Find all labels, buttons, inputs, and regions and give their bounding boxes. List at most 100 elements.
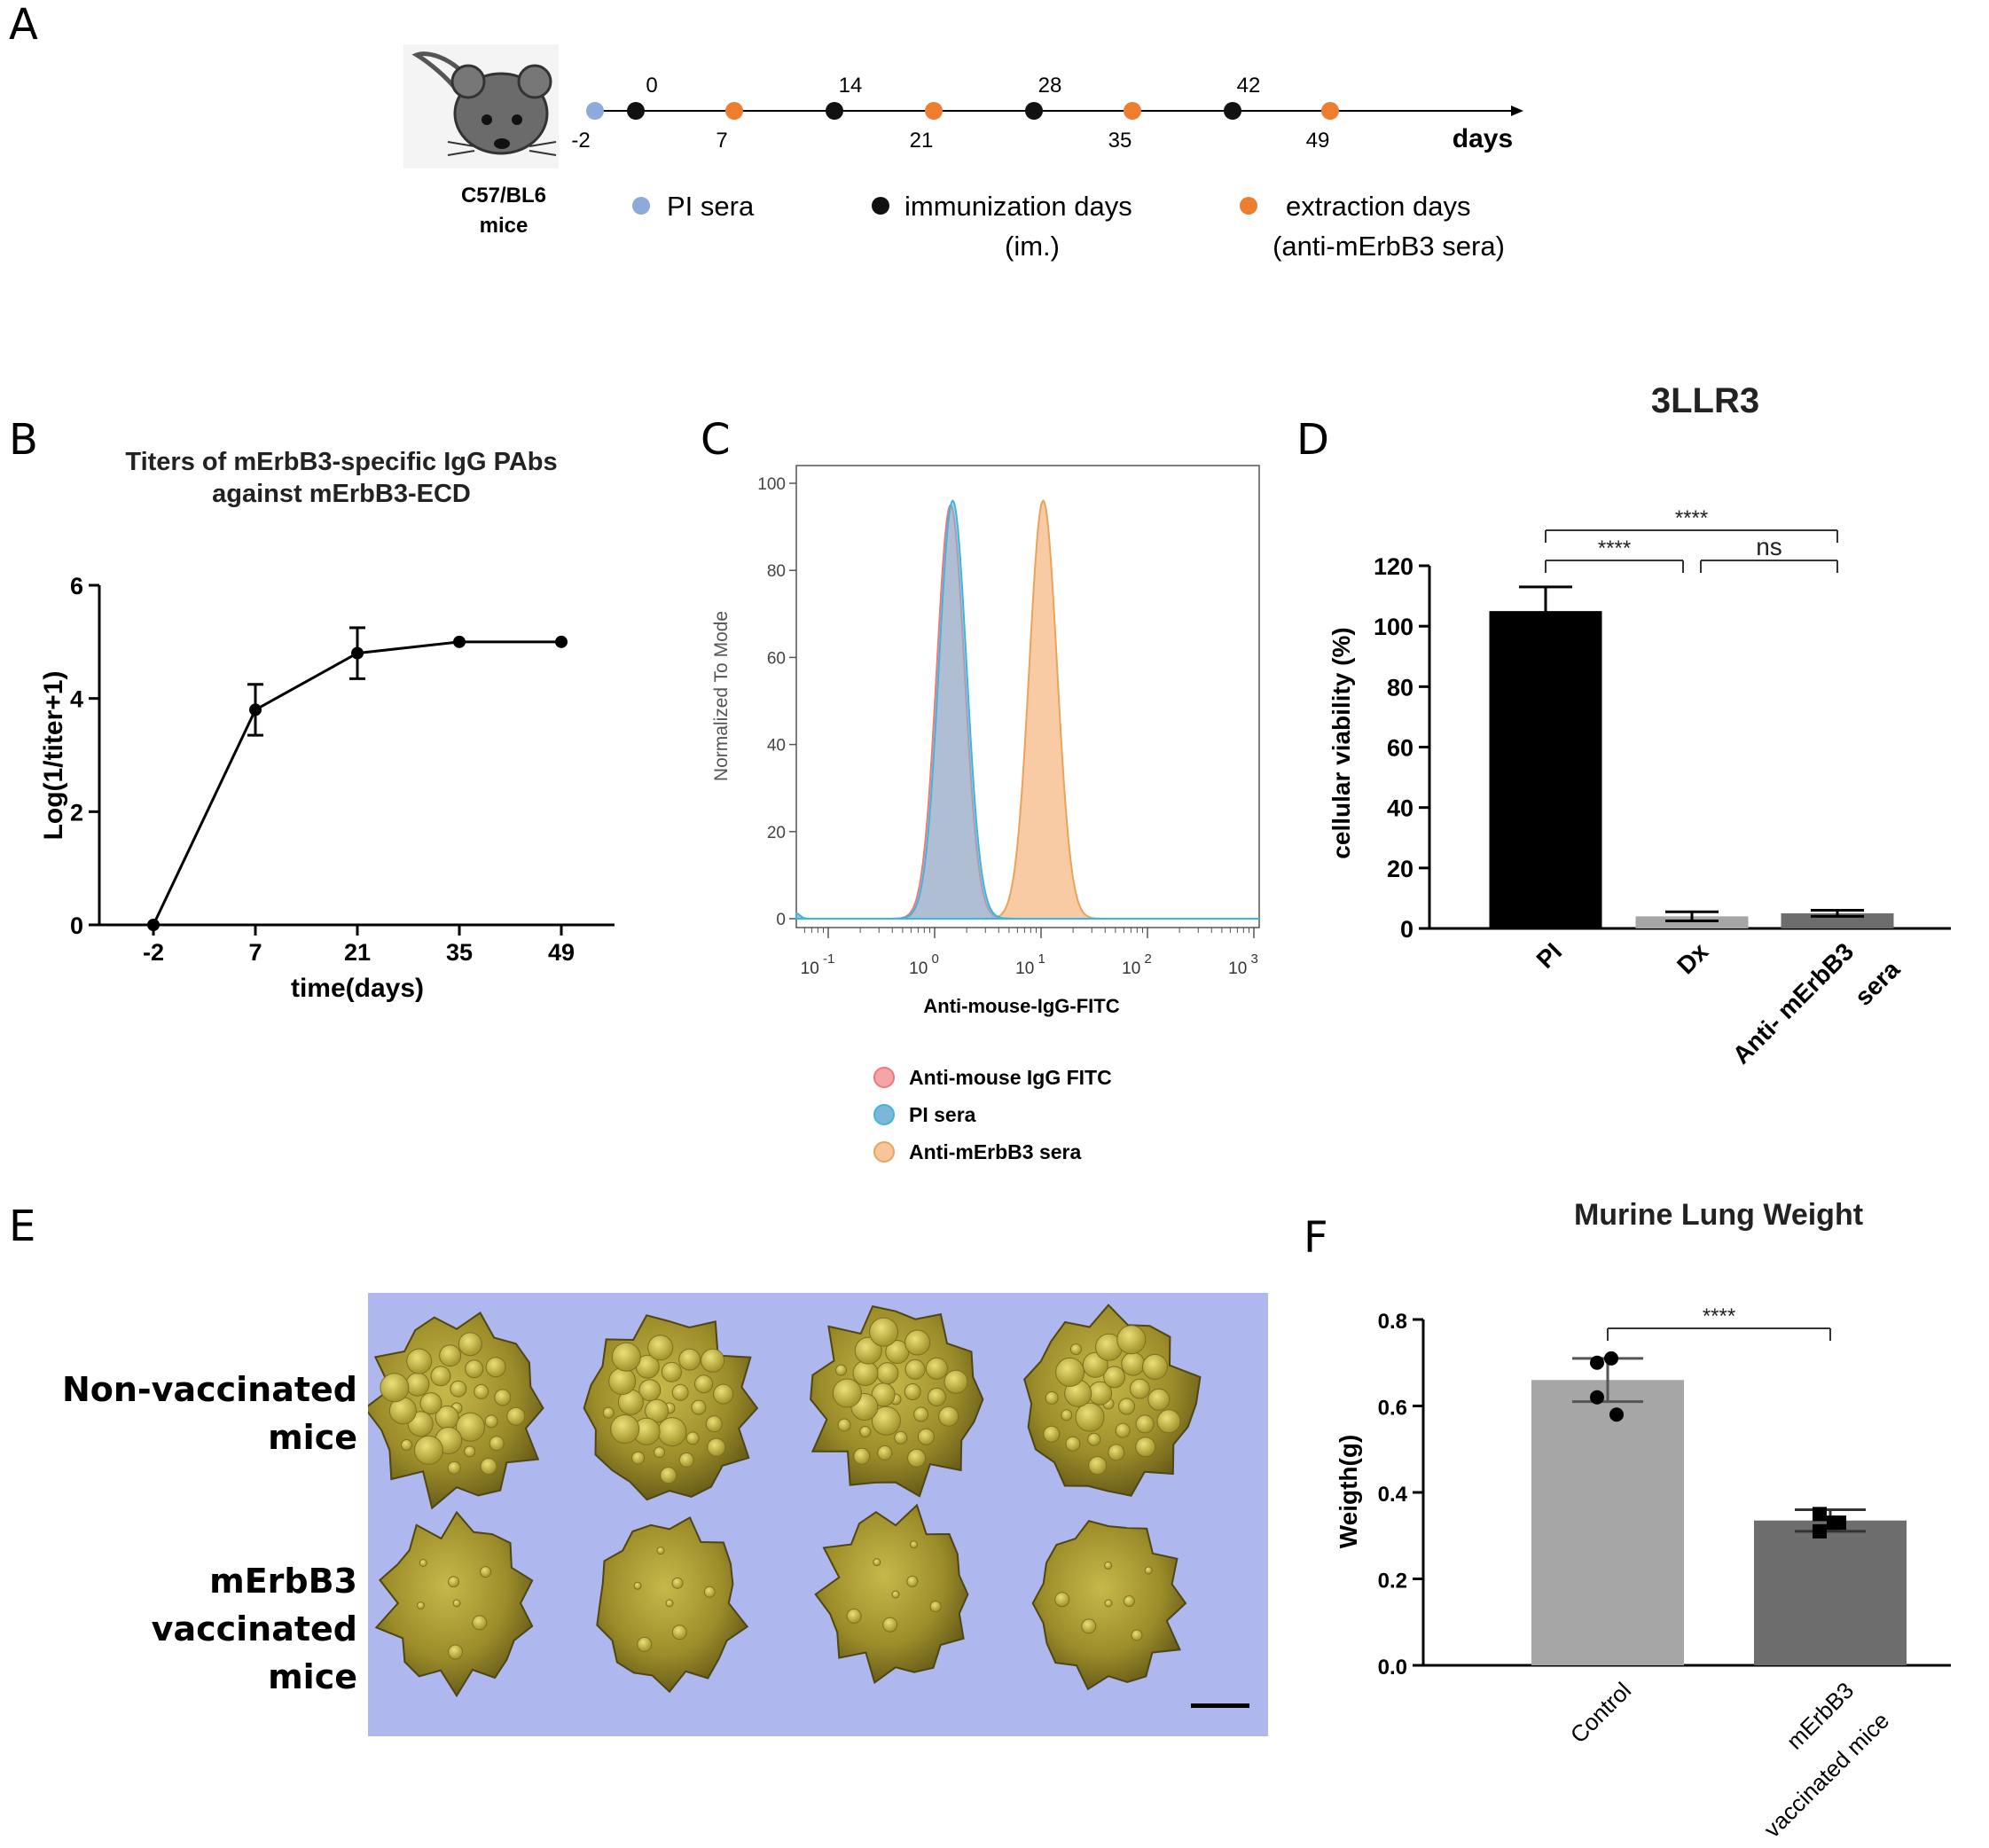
- timeline-bottom-tick: 49: [1306, 129, 1330, 153]
- legend-extraction-label-1: extraction days: [1286, 191, 1471, 222]
- chart-c-y-label: Normalized To Mode: [711, 611, 732, 781]
- lung-nodule: [1135, 1414, 1155, 1434]
- lung-nodule: [703, 1586, 716, 1598]
- lung-nodule: [1118, 1398, 1136, 1415]
- chart-c-legend-swatch: [873, 1067, 895, 1088]
- chart-c-y-tick-label: 60: [767, 649, 786, 668]
- lung-nodule: [665, 1599, 674, 1608]
- timeline-dot-extraction: [925, 102, 943, 120]
- mouse-icon: [403, 44, 559, 168]
- lung-nodule: [904, 1383, 921, 1400]
- lung-nodule: [485, 1357, 506, 1378]
- chart-f-bar: [1754, 1520, 1907, 1665]
- chart-c-frame: [795, 465, 1260, 928]
- chart-d-x-tick-label: Anti- mErbB3: [1727, 937, 1859, 1069]
- chart-b-y-tick-label: 0: [70, 912, 83, 939]
- lung-nodule: [877, 1445, 893, 1460]
- chart-c-x-tick-label: 10 1: [1015, 951, 1045, 978]
- photo-row1-label: Non-vaccinated mice: [18, 1366, 357, 1461]
- legend-immunization-label-2: (im.): [1005, 231, 1060, 262]
- lung-nodule: [1075, 1402, 1105, 1432]
- lung-nodule: [1147, 1388, 1171, 1411]
- chart-c-legend-label: Anti-mErbB3 sera: [909, 1140, 1081, 1163]
- lung-photo: [368, 1293, 1268, 1736]
- chart-d-y-tick-label: 120: [1374, 553, 1413, 580]
- lung-nodule: [380, 1373, 410, 1403]
- lung-nodule: [705, 1415, 723, 1433]
- lung-nodule: [637, 1636, 653, 1652]
- chart-c-legend-label: Anti-mouse IgG FITC: [909, 1066, 1112, 1089]
- lung-nodule: [472, 1615, 488, 1631]
- chart-f-y-tick-label: 0.0: [1378, 1656, 1407, 1680]
- lung-nodule: [917, 1428, 935, 1445]
- lung-nodule: [873, 1558, 881, 1567]
- timeline-dot-immunization: [1224, 102, 1241, 120]
- lung-nodule: [465, 1359, 484, 1379]
- chart-f-data-point: [1590, 1390, 1604, 1405]
- lung-nodule: [430, 1366, 451, 1387]
- chart-f-data-point: [1832, 1515, 1846, 1531]
- lung-nodule: [1103, 1366, 1126, 1389]
- chart-b-title-line2: against mErbB3-ECD: [212, 480, 471, 508]
- lung-nodule: [458, 1332, 482, 1357]
- lung-nodule: [447, 1460, 461, 1475]
- chart-d-sig-label: ****: [1598, 536, 1631, 560]
- chart-f-title: Murine Lung Weight: [1574, 1198, 1863, 1232]
- lung-nodule: [854, 1336, 882, 1365]
- chart-b-x-tick-label: 7: [248, 939, 262, 966]
- panel-label-b: B: [9, 415, 38, 465]
- legend-extraction-label-2: (anti-mErbB3 sera): [1272, 231, 1505, 262]
- chart-d-y-tick-label: 20: [1387, 856, 1413, 882]
- chart-f-x-tick-label: Control: [1565, 1677, 1636, 1748]
- chart-f-y-tick-label: 0.8: [1378, 1310, 1407, 1334]
- timeline-bottom-tick: 35: [1108, 129, 1132, 153]
- chart-d-bar: [1635, 916, 1749, 928]
- chart-d-sig-label: ns: [1756, 533, 1782, 560]
- lung-nodule: [633, 1581, 642, 1590]
- lung-nodule: [657, 1417, 687, 1447]
- lung-nodule: [694, 1374, 714, 1394]
- lung-nodule: [448, 1644, 464, 1660]
- lung-nodule: [1129, 1378, 1150, 1399]
- mouse-label-2: mice: [480, 214, 529, 238]
- timeline-top-tick: 42: [1237, 74, 1261, 98]
- chart-f-data-point: [1590, 1355, 1604, 1370]
- panel-label-d: D: [1296, 415, 1329, 465]
- lung-nodule: [906, 1575, 919, 1587]
- timeline-top-tick: 0: [646, 74, 657, 98]
- lung-nodule: [685, 1431, 700, 1445]
- timeline-axis-label: days: [1453, 124, 1513, 153]
- chart-d-bar: [1489, 611, 1602, 928]
- timeline-top-tick: 28: [1038, 74, 1062, 98]
- chart-b-x-tick-label: 21: [344, 939, 371, 966]
- lung-nodule: [419, 1559, 427, 1567]
- chart-f-data-point: [1609, 1407, 1624, 1422]
- photo-row2-label-line1: mErbB3 vaccinated: [151, 1562, 357, 1648]
- chart-b-y-tick-label: 6: [70, 573, 83, 599]
- lung-nodule: [925, 1357, 948, 1380]
- lung-nodule: [835, 1364, 847, 1376]
- lung-nodule: [1087, 1432, 1101, 1446]
- scale-bar: [1191, 1703, 1249, 1708]
- lung-nodule: [611, 1342, 641, 1372]
- chart-d-y-label: cellular viability (%): [1327, 627, 1355, 858]
- panel-label-f: F: [1304, 1213, 1328, 1263]
- timeline-arrowhead: [1511, 106, 1523, 116]
- lung-nodule: [656, 1547, 665, 1555]
- chart-c-legend-swatch: [873, 1141, 895, 1163]
- chart-d-y-tick-label: 80: [1387, 674, 1413, 701]
- lung-nodule: [1116, 1325, 1147, 1355]
- chart-f-y-label: Weigth(g): [1335, 1435, 1362, 1549]
- lung-nodule: [671, 1577, 684, 1589]
- lung-nodule: [1156, 1409, 1181, 1434]
- lung-nodule: [1088, 1456, 1108, 1476]
- lung-nodule: [876, 1362, 899, 1385]
- lung-nodule: [494, 1389, 512, 1406]
- lung-nodule: [452, 1599, 461, 1608]
- photo-row1-label-line1: Non-vaccinated: [61, 1370, 357, 1409]
- lung-nodule: [1108, 1444, 1125, 1461]
- lung-nodule: [456, 1412, 485, 1442]
- lung-nodule: [464, 1445, 476, 1458]
- lung-nodule: [1045, 1391, 1059, 1405]
- lung-nodule: [480, 1566, 492, 1578]
